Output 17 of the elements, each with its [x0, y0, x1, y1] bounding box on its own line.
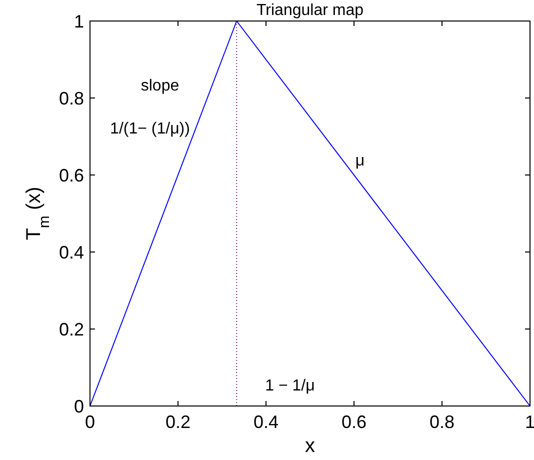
annotation: 1 − 1/μ — [265, 378, 315, 395]
y-tick-label: 0.6 — [58, 165, 84, 186]
annotation: slope — [140, 78, 180, 95]
y-tick-label: 0.4 — [58, 242, 84, 262]
x-tick-label: 1 — [524, 412, 534, 432]
x-tick-label: 0.6 — [341, 412, 367, 432]
x-tick-label: 0.4 — [253, 412, 279, 432]
chart-title: Triangular map — [256, 2, 364, 19]
x-tick-label: 0.2 — [165, 412, 191, 432]
x-tick-label: 0.8 — [429, 412, 455, 432]
y-tick-label: 0.2 — [58, 319, 84, 340]
x-axis-title: x — [305, 435, 315, 457]
y-tick-label: 0.8 — [58, 88, 84, 108]
y-tick-label: 1 — [74, 11, 84, 32]
y-tick-label: 0 — [74, 396, 84, 416]
annotation: μ — [355, 152, 365, 170]
annotation: 1/(1− (1/μ)) — [110, 120, 190, 138]
